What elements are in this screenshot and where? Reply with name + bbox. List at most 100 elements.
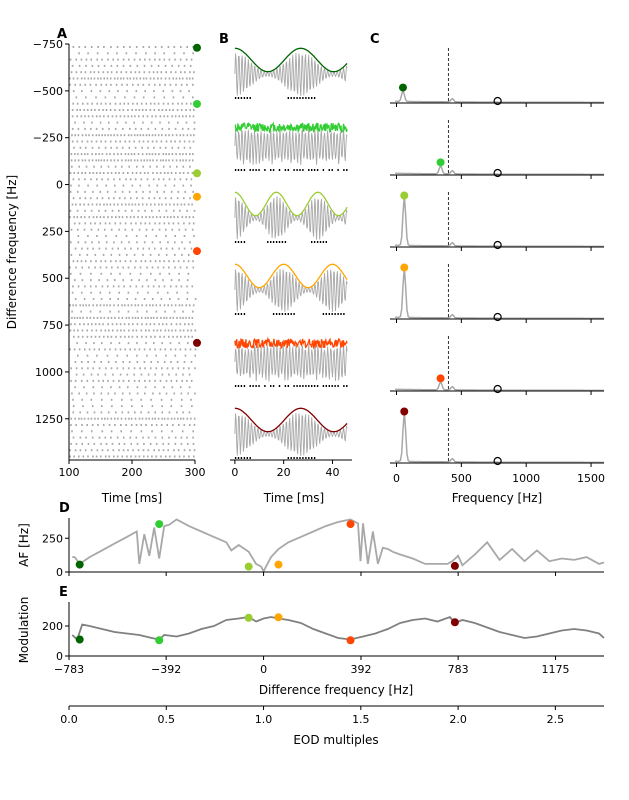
spike-mark: [84, 197, 87, 200]
spike-mark: [107, 172, 109, 174]
spike-mark: [175, 285, 178, 288]
spike-mark: [170, 140, 172, 143]
spike-mark: [133, 253, 136, 256]
spike-mark: [184, 323, 186, 326]
spike-mark: [189, 146, 192, 149]
spike-mark: [104, 260, 107, 263]
spike-mark: [80, 58, 83, 61]
spike-mark: [87, 184, 89, 187]
spike-mark: [72, 436, 75, 439]
spike-mark: [121, 203, 123, 206]
spike-mark: [147, 146, 149, 149]
spike-mark: [114, 102, 117, 105]
spike-mark: [70, 253, 73, 256]
spike-mark: [164, 64, 167, 67]
spike-mark: [131, 172, 134, 174]
spike-mark: [189, 134, 192, 137]
spike-mark: [178, 455, 181, 458]
spike-mark: [151, 241, 154, 244]
spike-mark: [100, 442, 102, 445]
spike-mark: [122, 449, 125, 452]
spike-mark: [135, 436, 138, 439]
spike-mark: [76, 102, 79, 105]
spike-mark: [72, 197, 75, 200]
spike-mark: [188, 386, 191, 389]
spike-mark: [170, 379, 173, 382]
spike-mark: [106, 159, 109, 162]
spike-mark: [74, 83, 76, 86]
spike-mark: [287, 169, 289, 171]
spike-mark: [143, 442, 145, 445]
spike-mark: [175, 77, 178, 80]
spike-mark: [109, 304, 111, 307]
spike-mark: [185, 178, 188, 181]
spike-mark: [144, 58, 146, 61]
spike-mark: [154, 373, 156, 376]
spike-mark: [117, 285, 120, 288]
spike-mark: [159, 159, 162, 162]
spike-mark: [100, 392, 103, 395]
spike-mark: [71, 430, 73, 433]
spike-mark: [119, 178, 121, 181]
spike-mark: [154, 260, 157, 263]
spike-mark: [93, 348, 96, 351]
spike-mark: [100, 411, 103, 414]
spike-mark: [96, 58, 98, 61]
trace-envelope: [234, 407, 348, 433]
spike-mark: [84, 241, 87, 244]
spike-mark: [183, 455, 185, 458]
spike-mark: [176, 316, 178, 319]
spike-mark: [110, 134, 112, 137]
spike-mark: [154, 83, 156, 86]
spike-mark: [110, 260, 112, 263]
spike-mark: [174, 348, 177, 351]
spike-mark: [192, 83, 194, 86]
spike-mark: [144, 392, 146, 395]
spike-mark: [134, 455, 137, 458]
spike-mark: [293, 169, 295, 171]
spike-mark: [177, 190, 180, 193]
raster-row: [69, 190, 194, 193]
spike-mark: [272, 241, 275, 243]
spike-mark: [163, 52, 165, 55]
spike-mark: [185, 153, 187, 156]
spike-mark: [187, 279, 189, 282]
spike-mark: [138, 140, 141, 143]
spike-mark: [113, 178, 115, 181]
spike-mark: [78, 52, 80, 55]
spike-mark: [133, 367, 136, 370]
spike-mark: [85, 146, 87, 149]
spike-mark: [111, 209, 114, 212]
spike-mark: [164, 348, 166, 351]
raster-row: [70, 184, 192, 187]
spike-mark: [142, 253, 144, 256]
spike-mark: [113, 203, 115, 206]
spike-mark: [71, 140, 74, 143]
raster-row: [71, 310, 194, 313]
spike-mark: [80, 77, 83, 80]
spike-mark: [234, 385, 237, 387]
trace-envelope: [234, 47, 348, 73]
spike-mark: [124, 203, 127, 206]
spike-mark: [190, 398, 192, 401]
spike-mark: [296, 169, 298, 171]
spike-mark: [168, 58, 171, 61]
spike-mark: [152, 285, 155, 288]
spike-mark: [129, 64, 132, 67]
spike-mark: [113, 455, 115, 458]
spike-mark: [81, 134, 84, 137]
spike-mark: [166, 291, 169, 294]
spike-mark: [193, 424, 196, 426]
spike-mark: [163, 260, 165, 263]
spike-mark: [134, 348, 136, 351]
spike-mark: [95, 127, 98, 130]
spike-mark: [72, 398, 74, 401]
spike-mark: [110, 253, 113, 256]
spike-mark: [78, 222, 81, 225]
spike-mark: [190, 379, 193, 382]
spike-mark: [79, 253, 81, 256]
spike-mark: [183, 424, 186, 426]
spike-mark: [240, 97, 243, 99]
spike-mark: [134, 304, 137, 307]
